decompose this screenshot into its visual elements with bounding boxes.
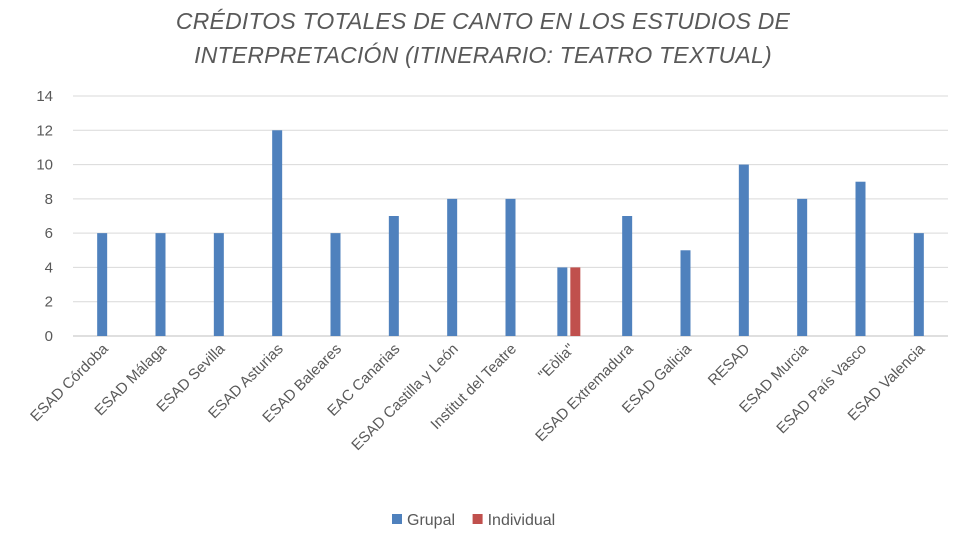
- y-tick-label: 2: [45, 294, 53, 311]
- legend-label-grupal: Grupal: [407, 512, 455, 529]
- bar-grupal: [155, 233, 166, 336]
- bar-grupal: [855, 181, 866, 336]
- y-tick-label: 14: [36, 88, 53, 105]
- x-tick-label: "Eòlia": [535, 341, 578, 384]
- legend-swatch-individual: [472, 514, 483, 524]
- bar-grupal: [622, 216, 633, 336]
- bar-grupal: [680, 250, 691, 336]
- bars: [97, 130, 924, 336]
- y-tick-label: 12: [36, 122, 53, 139]
- bar-grupal: [913, 233, 924, 336]
- y-tick-label: 10: [36, 157, 53, 174]
- legend-swatch-grupal: [392, 514, 402, 524]
- y-tick-label: 6: [45, 225, 53, 242]
- bar-grupal: [447, 198, 458, 336]
- bar-grupal: [213, 233, 224, 336]
- x-tick-label: RESAD: [705, 340, 754, 389]
- bar-grupal: [272, 130, 283, 336]
- x-tick-label: ESAD Castilla y León: [348, 341, 461, 454]
- bar-grupal: [557, 267, 568, 336]
- chart-title-line-2: INTERPRETACIÓN (ITINERARIO: TEATRO TEXTU…: [194, 42, 772, 68]
- bar-grupal: [738, 164, 749, 336]
- y-tick-label: 4: [45, 259, 53, 276]
- bar-individual: [570, 267, 581, 336]
- chart-title: CRÉDITOS TOTALES DE CANTO EN LOS ESTUDIO…: [0, 4, 966, 72]
- bar-grupal: [97, 233, 108, 336]
- legend-label-individual: Individual: [488, 512, 556, 529]
- bar-grupal: [330, 233, 341, 336]
- bar-grupal: [388, 216, 399, 336]
- y-tick-label: 0: [45, 328, 53, 345]
- bar-grupal: [797, 198, 808, 336]
- legend: Grupal Individual: [392, 512, 555, 529]
- x-tick-label: ESAD Extremadura: [532, 340, 637, 445]
- chart-title-line-1: CRÉDITOS TOTALES DE CANTO EN LOS ESTUDIO…: [175, 8, 791, 34]
- bar-grupal: [505, 198, 516, 336]
- y-axis-ticks: 0 2 4 6 8 10 12 14: [36, 88, 53, 345]
- y-tick-label: 8: [45, 191, 53, 208]
